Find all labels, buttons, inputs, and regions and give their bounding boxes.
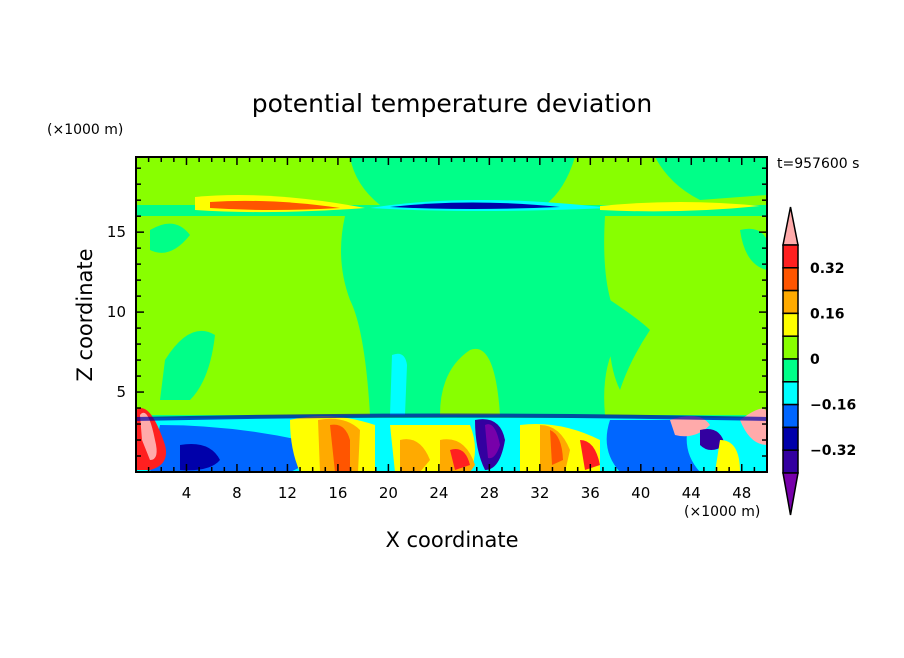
x-tick-label: 16 (328, 484, 347, 502)
colorbar-label: 0.32 (810, 261, 845, 277)
x-tick-label: 20 (379, 484, 398, 502)
colorbar-box (782, 267, 799, 292)
x-tick-label: 28 (480, 484, 499, 502)
x-tick-label: 32 (530, 484, 549, 502)
x-tick-label: 4 (182, 484, 192, 502)
y-tick-label: 5 (116, 383, 126, 401)
colorbar-label: 0 (810, 352, 820, 368)
x-unit-label: (×1000 m) (684, 504, 760, 520)
x-tick-label: 12 (278, 484, 297, 502)
time-annotation: t=957600 s (777, 156, 859, 172)
colorbar: 0.32 0.16 0 −0.16 −0.32 (782, 206, 856, 516)
x-tick-label: 8 (232, 484, 242, 502)
colorbar-box (782, 244, 799, 269)
contour-field (136, 157, 767, 472)
y-unit-label: (×1000 m) (47, 122, 123, 138)
y-axis-label: Z coordinate (73, 248, 97, 381)
colorbar-box (782, 312, 799, 337)
colorbar-box (782, 358, 799, 383)
colorbar-box (782, 289, 799, 315)
colorbar-box (782, 403, 799, 429)
x-axis-label: X coordinate (385, 528, 518, 552)
y-tick-label: 15 (107, 223, 126, 241)
colorbar-label: 0.16 (810, 306, 845, 322)
colorbar-box (782, 426, 799, 451)
colorbar-label: −0.16 (810, 398, 856, 414)
colorbar-box (782, 381, 799, 406)
colorbar-box (782, 449, 799, 474)
x-tick-label: 24 (429, 484, 448, 502)
colorbar-box (782, 335, 799, 360)
colorbar-extend-max (782, 206, 799, 246)
x-tick-label: 48 (732, 484, 751, 502)
colorbar-extend-min (782, 472, 799, 516)
x-tick-label: 44 (682, 484, 701, 502)
colorbar-label: −0.32 (810, 443, 856, 459)
x-tick-label: 40 (631, 484, 650, 502)
y-tick-label: 10 (107, 303, 126, 321)
chart-title: potential temperature deviation (252, 89, 652, 118)
x-tick-label: 36 (581, 484, 600, 502)
